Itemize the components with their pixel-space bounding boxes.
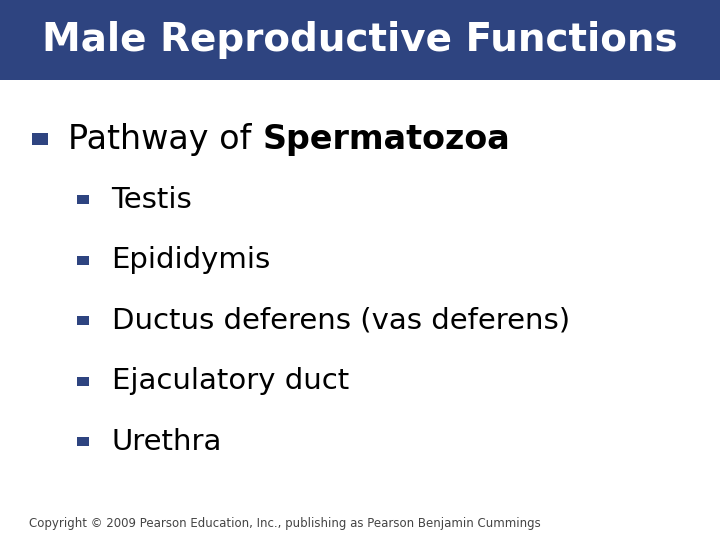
Text: Urethra: Urethra bbox=[112, 428, 222, 456]
Bar bbox=[0, 0, 720, 80]
Bar bbox=[77, 377, 89, 386]
Text: Copyright © 2009 Pearson Education, Inc., publishing as Pearson Benjamin Cumming: Copyright © 2009 Pearson Education, Inc.… bbox=[29, 517, 541, 530]
Text: Pathway of: Pathway of bbox=[68, 123, 262, 156]
Text: Epididymis: Epididymis bbox=[112, 246, 271, 274]
Bar bbox=[77, 195, 89, 204]
Text: Ejaculatory duct: Ejaculatory duct bbox=[112, 367, 349, 395]
Text: Spermatozoa: Spermatozoa bbox=[262, 123, 510, 156]
Bar bbox=[77, 255, 89, 265]
Text: Male Reproductive Functions: Male Reproductive Functions bbox=[42, 21, 678, 59]
Bar bbox=[32, 133, 48, 145]
Bar bbox=[77, 437, 89, 446]
Bar bbox=[0, 80, 720, 540]
Text: Testis: Testis bbox=[112, 186, 192, 214]
Text: Ductus deferens (vas deferens): Ductus deferens (vas deferens) bbox=[112, 307, 570, 335]
Bar bbox=[77, 316, 89, 325]
